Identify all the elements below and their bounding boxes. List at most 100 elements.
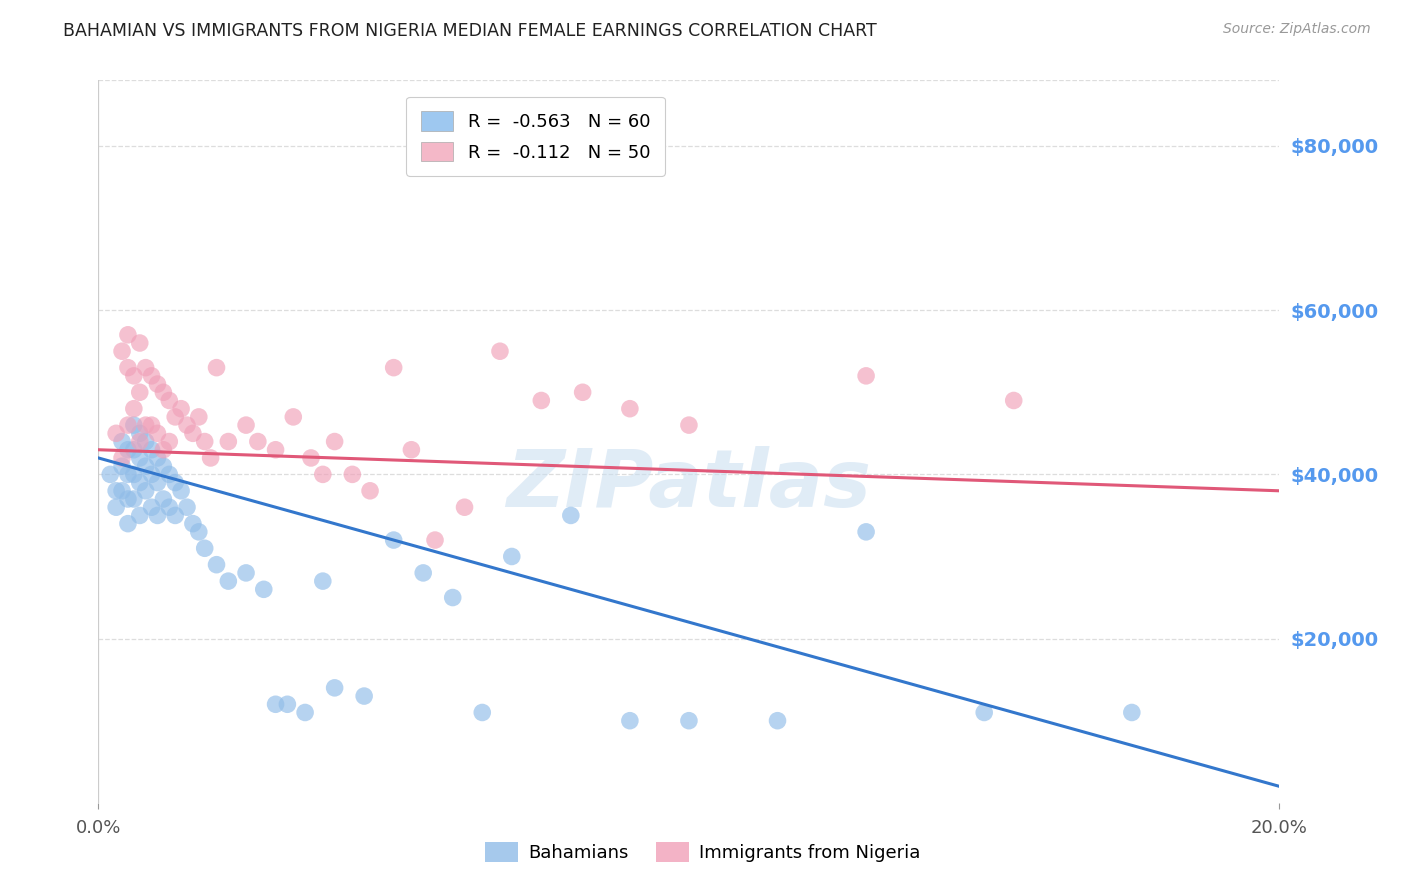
Point [111, 459, 134, 474]
Point [157, 434, 180, 449]
Point [217, 574, 239, 588]
Point [530, 393, 553, 408]
Point [117, 360, 139, 375]
Point [678, 418, 700, 433]
Point [205, 360, 228, 375]
Point [135, 418, 157, 433]
Point [283, 409, 305, 424]
Point [111, 434, 134, 449]
Point [855, 524, 877, 539]
Point [342, 467, 364, 482]
Point [141, 467, 163, 482]
Point [170, 483, 193, 498]
Point [117, 418, 139, 433]
Point [176, 500, 198, 515]
Point [157, 393, 180, 408]
Point [141, 418, 163, 433]
Point [453, 500, 475, 515]
Point [217, 434, 239, 449]
Point [135, 483, 157, 498]
Point [246, 434, 269, 449]
Point [489, 344, 512, 359]
Point [122, 418, 145, 433]
Point [359, 483, 381, 498]
Point [678, 714, 700, 728]
Point [187, 409, 209, 424]
Point [312, 574, 335, 588]
Point [128, 450, 150, 465]
Point [181, 426, 204, 441]
Point [200, 450, 222, 465]
Point [146, 475, 169, 490]
Point [157, 500, 180, 515]
Point [165, 508, 187, 523]
Point [135, 434, 157, 449]
Point [141, 442, 163, 457]
Point [122, 442, 145, 457]
Point [571, 385, 593, 400]
Point [98, 467, 121, 482]
Point [146, 450, 169, 465]
Point [146, 426, 169, 441]
Point [165, 409, 187, 424]
Legend: Bahamians, Immigrants from Nigeria: Bahamians, Immigrants from Nigeria [478, 835, 928, 870]
Point [973, 706, 995, 720]
Point [122, 401, 145, 416]
Point [141, 368, 163, 383]
Point [187, 524, 209, 539]
Point [128, 426, 150, 441]
Point [146, 377, 169, 392]
Point [423, 533, 446, 547]
Point [128, 336, 150, 351]
Point [1002, 393, 1025, 408]
Text: BAHAMIAN VS IMMIGRANTS FROM NIGERIA MEDIAN FEMALE EARNINGS CORRELATION CHART: BAHAMIAN VS IMMIGRANTS FROM NIGERIA MEDI… [63, 22, 877, 40]
Point [111, 483, 134, 498]
Point [176, 418, 198, 433]
Point [382, 360, 405, 375]
Point [122, 368, 145, 383]
Point [501, 549, 523, 564]
Point [441, 591, 464, 605]
Point [105, 500, 128, 515]
Point [117, 467, 139, 482]
Point [135, 360, 157, 375]
Point [1121, 706, 1143, 720]
Point [128, 508, 150, 523]
Point [141, 500, 163, 515]
Point [128, 434, 150, 449]
Point [235, 566, 257, 580]
Point [152, 459, 174, 474]
Point [128, 385, 150, 400]
Point [619, 714, 641, 728]
Point [128, 475, 150, 490]
Point [111, 450, 134, 465]
Point [181, 516, 204, 531]
Point [152, 442, 174, 457]
Point [170, 401, 193, 416]
Point [152, 385, 174, 400]
Point [105, 483, 128, 498]
Point [122, 491, 145, 506]
Point [157, 467, 180, 482]
Point [253, 582, 276, 597]
Point [117, 516, 139, 531]
Point [560, 508, 582, 523]
Point [294, 706, 316, 720]
Point [117, 327, 139, 342]
Point [353, 689, 375, 703]
Point [264, 442, 287, 457]
Point [146, 508, 169, 523]
Point [276, 698, 298, 712]
Text: Source: ZipAtlas.com: Source: ZipAtlas.com [1223, 22, 1371, 37]
Point [111, 344, 134, 359]
Point [323, 434, 346, 449]
Point [382, 533, 405, 547]
Point [264, 698, 287, 712]
Point [401, 442, 423, 457]
Point [165, 475, 187, 490]
Point [412, 566, 434, 580]
Point [152, 491, 174, 506]
Point [117, 442, 139, 457]
Point [323, 681, 346, 695]
Point [235, 418, 257, 433]
